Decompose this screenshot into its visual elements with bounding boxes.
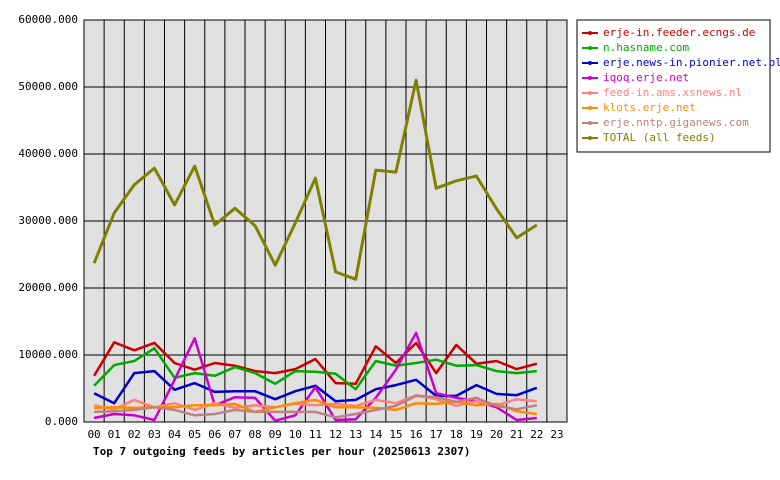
x-tick-label: 05 [188,428,201,441]
legend-dot [588,76,592,80]
x-tick-label: 14 [369,428,383,441]
legend-dot [588,91,592,95]
x-tick-label: 22 [530,428,543,441]
x-tick-label: 23 [550,428,563,441]
x-tick-label: 03 [148,428,161,441]
x-tick-label: 01 [108,428,121,441]
x-tick-label: 17 [430,428,443,441]
series-line [93,341,538,386]
x-tick-label: 08 [248,428,261,441]
x-tick-label: 13 [349,428,362,441]
x-tick-label: 09 [269,428,282,441]
x-tick-label: 15 [389,428,402,441]
legend-dot [588,31,592,35]
y-tick-label: 40000.000 [18,147,78,160]
legend-label: iqoq.erje.net [603,71,689,84]
legend-label: n.hasname.com [603,41,689,54]
x-tick-label: 16 [409,428,422,441]
legend-label: TOTAL (all feeds) [603,131,716,144]
series-line [93,369,538,405]
y-tick-label: 0.000 [45,415,78,428]
x-tick-label: 10 [289,428,302,441]
y-tick-label: 50000.000 [18,80,78,93]
x-tick-label: 19 [470,428,483,441]
series-line [92,78,538,281]
chart-title: Top 7 outgoing feeds by articles per hou… [93,445,471,458]
series-line [94,398,537,416]
x-tick-label: 20 [490,428,503,441]
x-tick-label: 11 [309,428,322,441]
x-tick-label: 12 [329,428,342,441]
x-tick-label: 06 [208,428,221,441]
legend-dot [588,136,592,140]
x-tick-label: 21 [510,428,523,441]
legend-box [576,19,771,153]
legend-label: feed-in.ams.xsnews.nl [603,86,742,99]
legend-dot [588,121,592,125]
legend-dot [588,61,592,65]
legend-label: klots.erje.net [603,101,696,114]
x-tick-label: 04 [168,428,182,441]
x-tick-label: 02 [128,428,141,441]
x-tick-label: 18 [450,428,463,441]
legend-label: erje.nntp.giganews.com [603,116,749,129]
y-tick-label: 30000.000 [18,214,78,227]
series-line [94,394,538,419]
x-tick-label: 07 [228,428,241,441]
legend-label: erje.news-in.pionier.net.pl [603,56,780,69]
legend-dot [588,46,592,50]
y-tick-label: 10000.000 [18,348,78,361]
series-line [93,347,537,391]
legend-dot [588,106,592,110]
x-tick-label: 00 [87,428,100,441]
series-line [93,331,537,422]
legend-label: erje-in.feeder.ecngs.de [603,26,755,39]
y-tick-label: 60000.000 [18,13,78,26]
y-tick-label: 20000.000 [18,281,78,294]
series-line [93,393,537,412]
